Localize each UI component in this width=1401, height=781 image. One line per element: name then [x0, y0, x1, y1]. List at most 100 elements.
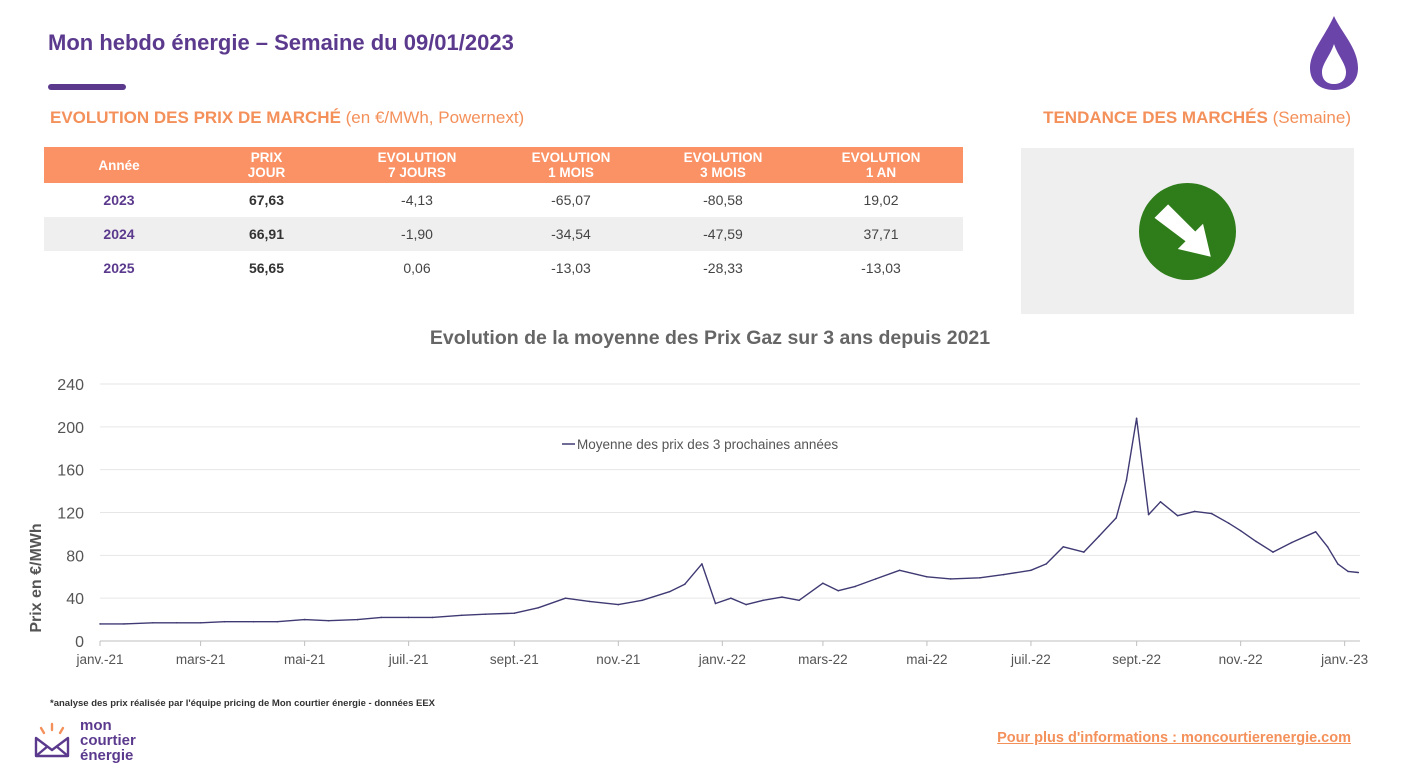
data-point	[1098, 535, 1100, 537]
data-point	[1159, 501, 1162, 503]
x-tick-label: mars-22	[798, 652, 848, 667]
cell-prix-jour: 66,91	[194, 217, 339, 251]
data-point	[1347, 570, 1349, 573]
data-point	[822, 582, 824, 584]
y-tick-label: 0	[75, 634, 84, 651]
data-point	[781, 596, 783, 598]
cell-evo-3m: -80,58	[703, 192, 743, 208]
y-tick-label: 240	[57, 377, 84, 394]
prices-section-title: EVOLUTION DES PRIX DE MARCHÉ (en €/MWh, …	[50, 108, 524, 128]
data-point	[303, 618, 306, 621]
data-point	[1227, 522, 1230, 524]
data-point	[252, 620, 255, 623]
data-point	[1176, 514, 1179, 517]
x-tick-label: sept.-21	[490, 652, 539, 667]
y-tick-label: 200	[57, 420, 84, 437]
arrow-down-right-icon	[1139, 183, 1236, 280]
data-point	[407, 616, 410, 619]
data-point	[1045, 563, 1048, 565]
data-point	[1002, 573, 1005, 576]
data-point	[1193, 510, 1196, 513]
trend-panel	[1021, 148, 1354, 314]
y-axis-label: Prix en €/MWh	[28, 523, 45, 632]
y-tick-label: 120	[57, 506, 84, 523]
cell-year: 2023	[103, 192, 135, 208]
data-point	[99, 623, 101, 625]
data-point	[1083, 551, 1085, 553]
prices-section-unit: (en €/MWh, Powernext)	[340, 108, 525, 127]
data-point	[926, 576, 928, 578]
data-point	[431, 616, 434, 619]
data-point	[1062, 546, 1065, 548]
x-tick-label: nov.-22	[1219, 652, 1263, 667]
brand-logo[interactable]: mon courtier énergie	[32, 718, 152, 770]
cell-evo-7j: 0,06	[403, 260, 431, 276]
cell-evo-1m: -13,03	[551, 260, 591, 276]
data-point	[484, 613, 487, 615]
cell-year: 2025	[103, 260, 135, 276]
x-tick-label: mai-21	[284, 652, 325, 667]
x-tick-label: mai-22	[906, 652, 947, 667]
x-tick-label: janv.-23	[1320, 652, 1368, 667]
x-tick-label: janv.-21	[75, 652, 123, 667]
y-tick-label: 160	[57, 463, 84, 480]
cell-evo-1a: -13,03	[861, 260, 901, 276]
table-row: 2025 56,65 0,06 -13,03 -28,33 -13,03	[44, 251, 963, 285]
data-point	[854, 585, 857, 588]
data-point	[564, 597, 567, 599]
data-point	[798, 599, 800, 602]
header-annee: Année	[44, 147, 194, 183]
x-tick-label: mars-21	[176, 652, 226, 667]
data-point	[684, 583, 686, 585]
table-row: 2023 67,63 -4,13 -65,07 -80,58 19,02	[44, 183, 963, 217]
prices-table: Année PRIX JOUR EVOLUTION 7 JOURS EVOLUTIO…	[44, 147, 963, 285]
data-point	[837, 589, 840, 592]
x-tick-label: sept.-22	[1112, 652, 1161, 667]
data-point	[1326, 546, 1329, 548]
series-points	[99, 417, 1360, 625]
flame-icon	[1310, 16, 1358, 90]
data-point	[714, 602, 717, 605]
more-info-link[interactable]: Pour plus d'informations : moncourtieren…	[997, 730, 1351, 746]
data-point	[617, 603, 620, 606]
trend-section-label: TENDANCE DES MARCHÉS	[1043, 108, 1268, 127]
data-point	[701, 563, 703, 565]
cell-prix-jour: 56,65	[248, 260, 285, 276]
legend-label: Moyenne des prix des 3 prochaines années	[577, 437, 838, 452]
data-point	[1337, 563, 1339, 565]
data-point	[1357, 571, 1360, 574]
data-point	[356, 618, 359, 621]
data-point	[588, 600, 591, 603]
header-evo-1a: EVOLUTION 1 AN	[799, 147, 963, 183]
logo-word-2: courtier	[80, 732, 136, 749]
data-point	[762, 599, 764, 602]
data-point	[1291, 541, 1293, 544]
data-point	[1314, 531, 1317, 533]
data-point	[276, 620, 279, 623]
data-point	[380, 616, 383, 619]
data-point	[1239, 529, 1242, 532]
cell-evo-3m: -28,33	[703, 260, 743, 276]
data-point	[745, 603, 747, 606]
data-point	[223, 620, 226, 623]
cell-evo-7j: -4,13	[401, 192, 433, 208]
data-point	[979, 577, 981, 579]
y-tick-label: 40	[66, 591, 84, 608]
data-point	[1147, 513, 1150, 516]
data-point	[641, 599, 643, 602]
data-point	[730, 597, 732, 599]
cell-evo-3m: -47,59	[647, 217, 799, 251]
data-point	[875, 578, 877, 580]
header-prix-jour: PRIX JOUR	[194, 147, 339, 183]
x-tick-label: nov.-21	[596, 652, 640, 667]
footnote: *analyse des prix réalisée par l'équipe …	[50, 698, 436, 709]
cell-evo-1m: -65,07	[551, 192, 591, 208]
prices-section-label: EVOLUTION DES PRIX DE MARCHÉ	[50, 108, 341, 127]
cell-evo-1a: 19,02	[863, 192, 899, 208]
x-tick-label: juil.-22	[1010, 652, 1051, 667]
line-chart: 0 40 80 120 160 200 240 janv.-21 mars-21 mai-21 j…	[28, 377, 1368, 667]
y-tick-label: 80	[66, 548, 84, 565]
data-point	[537, 607, 539, 609]
data-point	[513, 612, 516, 614]
logo-icon	[34, 722, 70, 758]
